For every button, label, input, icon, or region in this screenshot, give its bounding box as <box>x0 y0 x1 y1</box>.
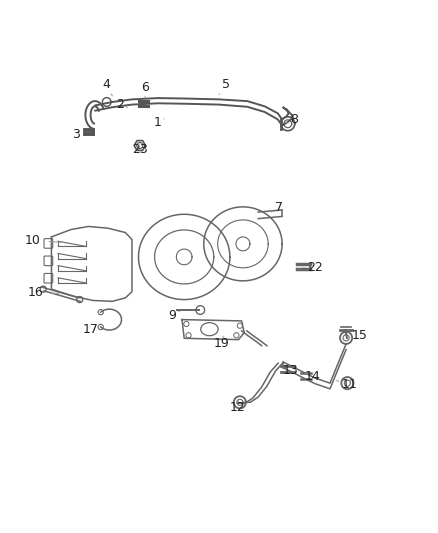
Text: 8: 8 <box>286 114 298 126</box>
Text: 1: 1 <box>153 116 164 128</box>
Text: 3: 3 <box>72 128 84 141</box>
Text: 7: 7 <box>272 201 283 214</box>
Text: 5: 5 <box>219 78 230 94</box>
Text: 15: 15 <box>347 329 367 342</box>
Text: 2: 2 <box>116 98 127 111</box>
Text: 4: 4 <box>102 78 113 96</box>
Text: 6: 6 <box>141 80 149 98</box>
Text: 14: 14 <box>305 370 321 383</box>
Text: 12: 12 <box>230 400 245 414</box>
Text: 13: 13 <box>283 364 299 377</box>
Text: 16: 16 <box>28 286 59 299</box>
Text: 19: 19 <box>213 336 229 351</box>
Text: 22: 22 <box>304 261 323 274</box>
Text: 23: 23 <box>132 143 148 156</box>
Text: 17: 17 <box>83 323 102 336</box>
Text: 10: 10 <box>25 234 63 247</box>
Text: 11: 11 <box>336 377 357 391</box>
Text: 9: 9 <box>168 309 180 322</box>
